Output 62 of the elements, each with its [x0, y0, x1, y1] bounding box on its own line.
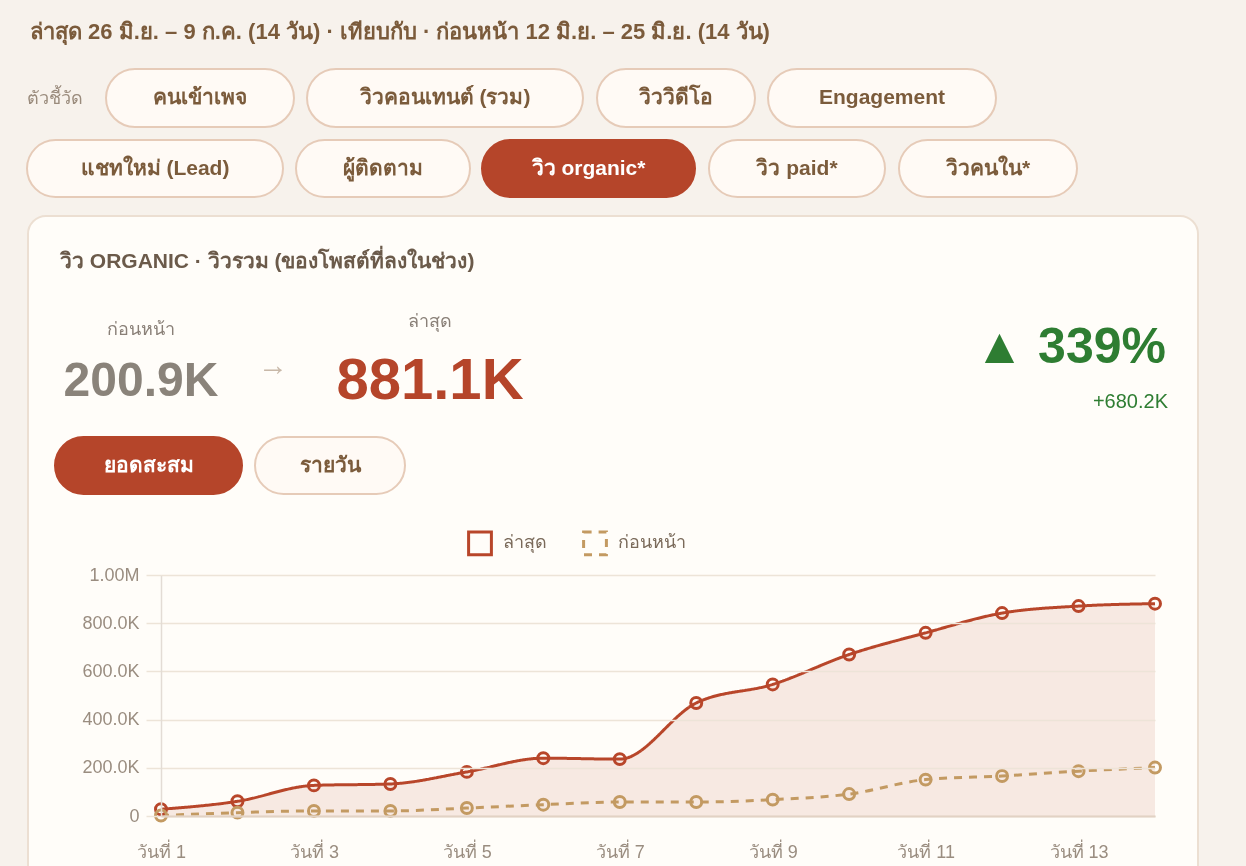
legend-label: ก่อนหน้า — [618, 532, 686, 553]
x-tick-label: วันที่ 5 — [442, 838, 492, 862]
text: วิว paid* — [755, 155, 839, 179]
x-tick-label: วันที่ 7 — [595, 838, 645, 862]
point — [154, 808, 168, 823]
x-tick-label: วันที่ 9 — [748, 838, 798, 862]
point — [765, 792, 780, 807]
text: ล่าสุด — [408, 311, 452, 332]
point — [765, 677, 780, 692]
y-tick-label: 400.0K — [82, 709, 140, 730]
point — [536, 797, 551, 812]
text: ยอดสะสม — [103, 452, 194, 476]
point — [1148, 760, 1162, 775]
text: ผู้ติดตาม — [343, 155, 423, 182]
point — [383, 776, 398, 791]
text: รายวัน — [299, 452, 362, 476]
point — [842, 647, 857, 662]
point — [689, 696, 704, 710]
x-tick-label: วันที่ 1 — [136, 838, 187, 862]
chart-title: วิว ORGANIC · วิวรวม (ของโพสต์ที่ลงในช่วง) — [59, 245, 475, 272]
text: 200.9K — [63, 353, 219, 406]
point — [918, 772, 933, 787]
point — [918, 625, 933, 640]
text: ล่าสุด 26 มิ.ย. – 9 ก.ค. (14 วัน) · เทียบกับ · ก่อนหน้า 12 มิ.ย. – 25 มิ.ย. (14 วัน) — [30, 19, 770, 46]
text: วิววิดีโอ — [638, 84, 713, 108]
y-tick-label: 1.00M — [89, 564, 140, 585]
point — [1071, 764, 1086, 779]
y-tick-label: 0 — [129, 805, 140, 826]
point — [459, 764, 474, 779]
point — [689, 795, 704, 809]
text: → — [258, 348, 288, 381]
text: Engagement — [818, 85, 946, 108]
point — [306, 803, 321, 818]
x-tick-label: วันที่ 3 — [289, 838, 339, 862]
text: ▲ 339% — [974, 318, 1166, 374]
point — [995, 769, 1010, 783]
point — [612, 752, 627, 767]
y-tick-label: 600.0K — [82, 660, 140, 681]
text: +680.2K — [1092, 390, 1169, 412]
y-tick-label: 200.0K — [82, 757, 140, 778]
text: คนเข้าเพจ — [153, 85, 247, 108]
legend-label: ล่าสุด — [503, 532, 547, 554]
point — [612, 795, 627, 809]
text: 881.1K — [336, 346, 524, 411]
point — [459, 801, 474, 816]
point — [383, 803, 398, 818]
point — [306, 778, 321, 793]
point — [1148, 596, 1162, 611]
point — [536, 751, 551, 766]
text: วิวคนใน* — [944, 154, 1031, 179]
text: วิว organic* — [530, 155, 647, 179]
text: ก่อนหน้า — [107, 319, 175, 339]
y-tick-label: 800.0K — [82, 612, 140, 633]
point — [995, 606, 1010, 621]
x-tick-label: วันที่ 13 — [1049, 838, 1109, 862]
text: ตัวชี้วัด — [27, 85, 83, 108]
point — [842, 787, 857, 802]
text: วิวคอนเทนต์ (รวม) — [358, 85, 531, 108]
point — [1071, 599, 1086, 614]
point — [230, 805, 245, 820]
x-tick-label: วันที่ 11 — [897, 838, 955, 862]
text: แชทใหม่ (Lead) — [80, 154, 230, 179]
